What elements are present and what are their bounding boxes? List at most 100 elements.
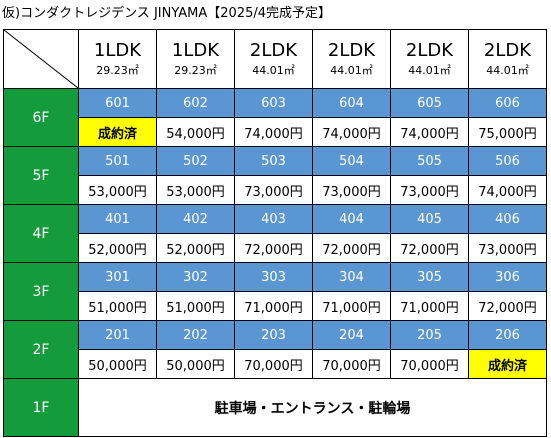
floor-label: 4F xyxy=(3,204,79,263)
column-header: 1LDK 29.23㎡ xyxy=(156,29,235,89)
rent-price: 71,000円 xyxy=(312,291,391,321)
floor-area: 29.23㎡ xyxy=(174,64,217,77)
floor-area: 29.23㎡ xyxy=(96,64,139,77)
layout-name: 1LDK xyxy=(93,40,142,61)
rent-price: 70,000円 xyxy=(390,349,469,379)
room-number: 505 xyxy=(390,146,469,176)
column-header: 2LDK 44.01㎡ xyxy=(234,29,313,89)
rent-price: 52,000円 xyxy=(78,233,157,263)
room-number: 304 xyxy=(312,262,391,292)
column-header: 1LDK 29.23㎡ xyxy=(78,29,157,89)
rent-price: 72,000円 xyxy=(390,233,469,263)
rent-row: 成約済 54,000円 74,000円 74,000円 74,000円 75,000円 xyxy=(4,117,547,147)
room-number-row: 3F 301 302 303 304 305 306 xyxy=(3,262,547,321)
rent-price: 52,000円 xyxy=(156,233,235,263)
room-number: 503 xyxy=(234,146,313,176)
rent-price: 54,000円 xyxy=(156,117,235,147)
room-number-row: 4F 401 402 403 404 405 406 xyxy=(3,204,547,263)
room-number: 201 xyxy=(78,320,157,350)
sold-badge: 成約済 xyxy=(78,117,157,147)
page-title: 仮)コンダクトレジデンス JINYAMA【2025/4完成予定】 xyxy=(2,6,332,21)
floor-label: 3F xyxy=(3,262,79,321)
room-number: 602 xyxy=(156,88,235,118)
room-number-row: 6F 601 602 603 604 605 606 xyxy=(3,88,547,147)
room-number: 601 xyxy=(78,88,157,118)
rent-price: 50,000円 xyxy=(78,349,157,379)
rent-price: 72,000円 xyxy=(312,233,391,263)
room-number: 404 xyxy=(312,204,391,234)
room-number: 606 xyxy=(468,88,547,118)
room-number: 306 xyxy=(468,262,547,292)
rent-price: 74,000円 xyxy=(234,117,313,147)
floor-area: 44.01㎡ xyxy=(408,64,451,77)
rent-price: 73,000円 xyxy=(234,175,313,205)
sold-badge: 成約済 xyxy=(468,349,547,379)
room-number: 506 xyxy=(468,146,547,176)
room-number: 501 xyxy=(78,146,157,176)
layout-name: 2LDK xyxy=(249,40,298,61)
rent-price: 71,000円 xyxy=(234,291,313,321)
room-number: 405 xyxy=(390,204,469,234)
room-number: 604 xyxy=(312,88,391,118)
room-number: 403 xyxy=(234,204,313,234)
corner-cell xyxy=(3,29,79,89)
room-number-row: 2F 201 202 203 204 205 206 xyxy=(3,320,547,379)
room-number: 504 xyxy=(312,146,391,176)
room-number: 401 xyxy=(78,204,157,234)
floor-label: 5F xyxy=(3,146,79,205)
rent-price: 50,000円 xyxy=(156,349,235,379)
floor-area: 44.01㎡ xyxy=(252,64,295,77)
room-number-row: 5F 501 502 503 504 505 506 xyxy=(3,146,547,205)
rent-price: 51,000円 xyxy=(78,291,157,321)
floor-label: 2F xyxy=(3,320,79,379)
room-number: 202 xyxy=(156,320,235,350)
room-number: 301 xyxy=(78,262,157,292)
rent-price: 73,000円 xyxy=(468,233,547,263)
room-number: 302 xyxy=(156,262,235,292)
rent-price: 75,000円 xyxy=(468,117,547,147)
rent-price: 70,000円 xyxy=(234,349,313,379)
room-number: 603 xyxy=(234,88,313,118)
column-header: 2LDK 44.01㎡ xyxy=(312,29,391,89)
room-number: 205 xyxy=(390,320,469,350)
column-header: 2LDK 44.01㎡ xyxy=(468,29,547,89)
rent-price: 51,000円 xyxy=(156,291,235,321)
layout-name: 2LDK xyxy=(483,40,532,61)
rent-row: 50,000円 50,000円 70,000円 70,000円 70,000円 成約済 xyxy=(4,349,547,379)
ground-floor-row: 1F 駐車場・エントランス・駐輪場 xyxy=(3,378,547,437)
rent-row: 53,000円 53,000円 73,000円 73,000円 73,000円 74,00… xyxy=(4,175,547,205)
layout-name: 2LDK xyxy=(327,40,376,61)
room-number: 605 xyxy=(390,88,469,118)
rent-price: 74,000円 xyxy=(390,117,469,147)
layout-name: 2LDK xyxy=(405,40,454,61)
floor-label: 6F xyxy=(3,88,79,147)
rent-price: 53,000円 xyxy=(78,175,157,205)
rent-row: 52,000円 52,000円 72,000円 72,000円 72,000円 73,00… xyxy=(4,233,547,263)
room-number: 204 xyxy=(312,320,391,350)
floor-label: 1F xyxy=(3,378,79,437)
header-row: 1LDK 29.23㎡ 1LDK 29.23㎡ 2LDK 44.01㎡ 2LDK… xyxy=(3,29,547,89)
room-number: 206 xyxy=(468,320,547,350)
rent-row: 51,000円 51,000円 71,000円 71,000円 71,000円 72,00… xyxy=(4,291,547,321)
rent-price: 73,000円 xyxy=(390,175,469,205)
rent-price: 74,000円 xyxy=(468,175,547,205)
rent-price: 71,000円 xyxy=(390,291,469,321)
diagonal-line xyxy=(4,30,78,88)
rent-price: 74,000円 xyxy=(312,117,391,147)
room-number: 406 xyxy=(468,204,547,234)
vacancy-table: 1LDK 29.23㎡ 1LDK 29.23㎡ 2LDK 44.01㎡ 2LDK… xyxy=(3,29,547,437)
room-number: 303 xyxy=(234,262,313,292)
room-number: 203 xyxy=(234,320,313,350)
column-header: 2LDK 44.01㎡ xyxy=(390,29,469,89)
room-number: 402 xyxy=(156,204,235,234)
rent-price: 73,000円 xyxy=(312,175,391,205)
rent-price: 70,000円 xyxy=(312,349,391,379)
floor-area: 44.01㎡ xyxy=(330,64,373,77)
room-number: 305 xyxy=(390,262,469,292)
rent-price: 72,000円 xyxy=(234,233,313,263)
ground-floor-facilities: 駐車場・エントランス・駐輪場 xyxy=(78,378,547,437)
layout-name: 1LDK xyxy=(171,40,220,61)
room-number: 502 xyxy=(156,146,235,176)
floor-area: 44.01㎡ xyxy=(486,64,529,77)
rent-price: 53,000円 xyxy=(156,175,235,205)
